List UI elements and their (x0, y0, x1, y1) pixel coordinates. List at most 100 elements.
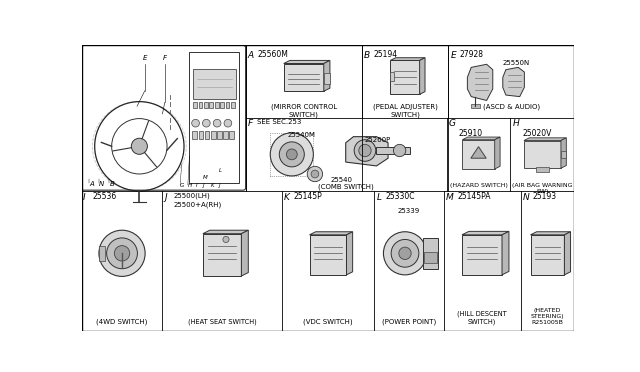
Text: I: I (196, 183, 197, 188)
Bar (198, 131, 204, 139)
Text: 25560M: 25560M (257, 50, 288, 59)
Text: M: M (446, 193, 454, 202)
Polygon shape (495, 137, 500, 169)
Text: 27928: 27928 (460, 50, 484, 59)
Text: J: J (219, 183, 220, 188)
Text: A: A (248, 51, 254, 60)
Bar (284, 64, 324, 91)
Bar (230, 131, 234, 139)
Circle shape (399, 247, 411, 260)
Bar (462, 140, 495, 169)
Bar (211, 131, 216, 139)
Bar (217, 131, 221, 139)
Text: L: L (219, 168, 222, 173)
Circle shape (115, 246, 130, 261)
Polygon shape (284, 60, 330, 64)
Text: G: G (180, 183, 184, 188)
Polygon shape (502, 231, 509, 275)
Text: 25540M: 25540M (288, 132, 316, 138)
Text: 25910: 25910 (458, 129, 483, 138)
Circle shape (279, 142, 304, 167)
Text: J: J (164, 193, 168, 202)
Bar (270, 133, 314, 176)
Bar (215, 102, 219, 108)
Circle shape (192, 119, 200, 127)
Circle shape (107, 238, 138, 269)
Text: H: H (513, 119, 520, 128)
Polygon shape (346, 232, 353, 275)
Bar (223, 131, 228, 139)
Text: 25145P: 25145P (293, 192, 322, 202)
Circle shape (354, 140, 376, 161)
Bar (193, 102, 197, 108)
Bar (310, 235, 346, 275)
Circle shape (287, 149, 297, 160)
Text: N: N (99, 180, 104, 186)
Polygon shape (462, 137, 500, 140)
Polygon shape (346, 137, 388, 166)
Text: B: B (109, 180, 114, 186)
Text: 25260P: 25260P (365, 137, 391, 143)
Bar (471, 103, 481, 108)
Text: (MIRROR CONTROL
SWITCH): (MIRROR CONTROL SWITCH) (271, 104, 337, 118)
Circle shape (131, 138, 147, 154)
Bar (220, 102, 224, 108)
Bar (376, 147, 410, 154)
Circle shape (99, 230, 145, 276)
Bar (390, 60, 420, 94)
Bar (536, 167, 548, 172)
Circle shape (213, 119, 221, 127)
Text: 25194: 25194 (373, 50, 397, 59)
Text: (HEAT SEAT SWITCH): (HEAT SEAT SWITCH) (188, 318, 257, 325)
Bar (231, 102, 235, 108)
Text: (ASCD & AUDIO): (ASCD & AUDIO) (483, 104, 540, 110)
Text: 25540: 25540 (331, 177, 353, 183)
Circle shape (311, 170, 319, 178)
Polygon shape (524, 138, 566, 141)
Polygon shape (467, 64, 493, 100)
Bar (99, 246, 105, 261)
Bar (422, 238, 438, 269)
Polygon shape (420, 58, 425, 94)
Text: (COMB SWITCH): (COMB SWITCH) (318, 183, 374, 190)
Text: J: J (204, 183, 205, 188)
Text: 25500(LH): 25500(LH) (174, 192, 211, 199)
Bar (561, 151, 566, 158)
Polygon shape (531, 232, 570, 235)
Polygon shape (564, 232, 570, 275)
Text: (HAZARD SWITCH): (HAZARD SWITCH) (449, 183, 508, 188)
Polygon shape (203, 230, 248, 234)
Bar (205, 131, 209, 139)
Bar (203, 234, 241, 276)
Bar (390, 72, 394, 81)
Bar (524, 141, 561, 168)
Circle shape (394, 144, 406, 157)
Bar (209, 102, 213, 108)
Text: I: I (83, 193, 86, 202)
Bar (324, 73, 330, 84)
Text: (4WD SWITCH): (4WD SWITCH) (97, 318, 148, 325)
Polygon shape (241, 230, 248, 276)
Text: (HILL DESCENT
SWITCH): (HILL DESCENT SWITCH) (457, 311, 507, 325)
Text: (VDC SWITCH): (VDC SWITCH) (303, 318, 353, 325)
Text: 25020V: 25020V (522, 129, 552, 138)
Bar (198, 102, 202, 108)
Bar (189, 52, 239, 183)
Bar (424, 252, 436, 263)
Text: 25193: 25193 (532, 192, 556, 202)
Circle shape (202, 119, 210, 127)
Text: 25536: 25536 (92, 192, 116, 202)
Text: 25339: 25339 (397, 208, 420, 214)
Bar (531, 235, 564, 275)
Bar (204, 102, 208, 108)
Bar (225, 102, 230, 108)
Text: (PEDAL ADJUSTER)
SWITCH): (PEDAL ADJUSTER) SWITCH) (372, 104, 437, 118)
Polygon shape (561, 138, 566, 168)
Text: N: N (523, 193, 529, 202)
Circle shape (307, 166, 323, 182)
Polygon shape (462, 231, 509, 235)
Text: E: E (143, 55, 147, 61)
Bar (193, 131, 197, 139)
Polygon shape (471, 147, 486, 158)
Text: L: L (376, 193, 381, 202)
